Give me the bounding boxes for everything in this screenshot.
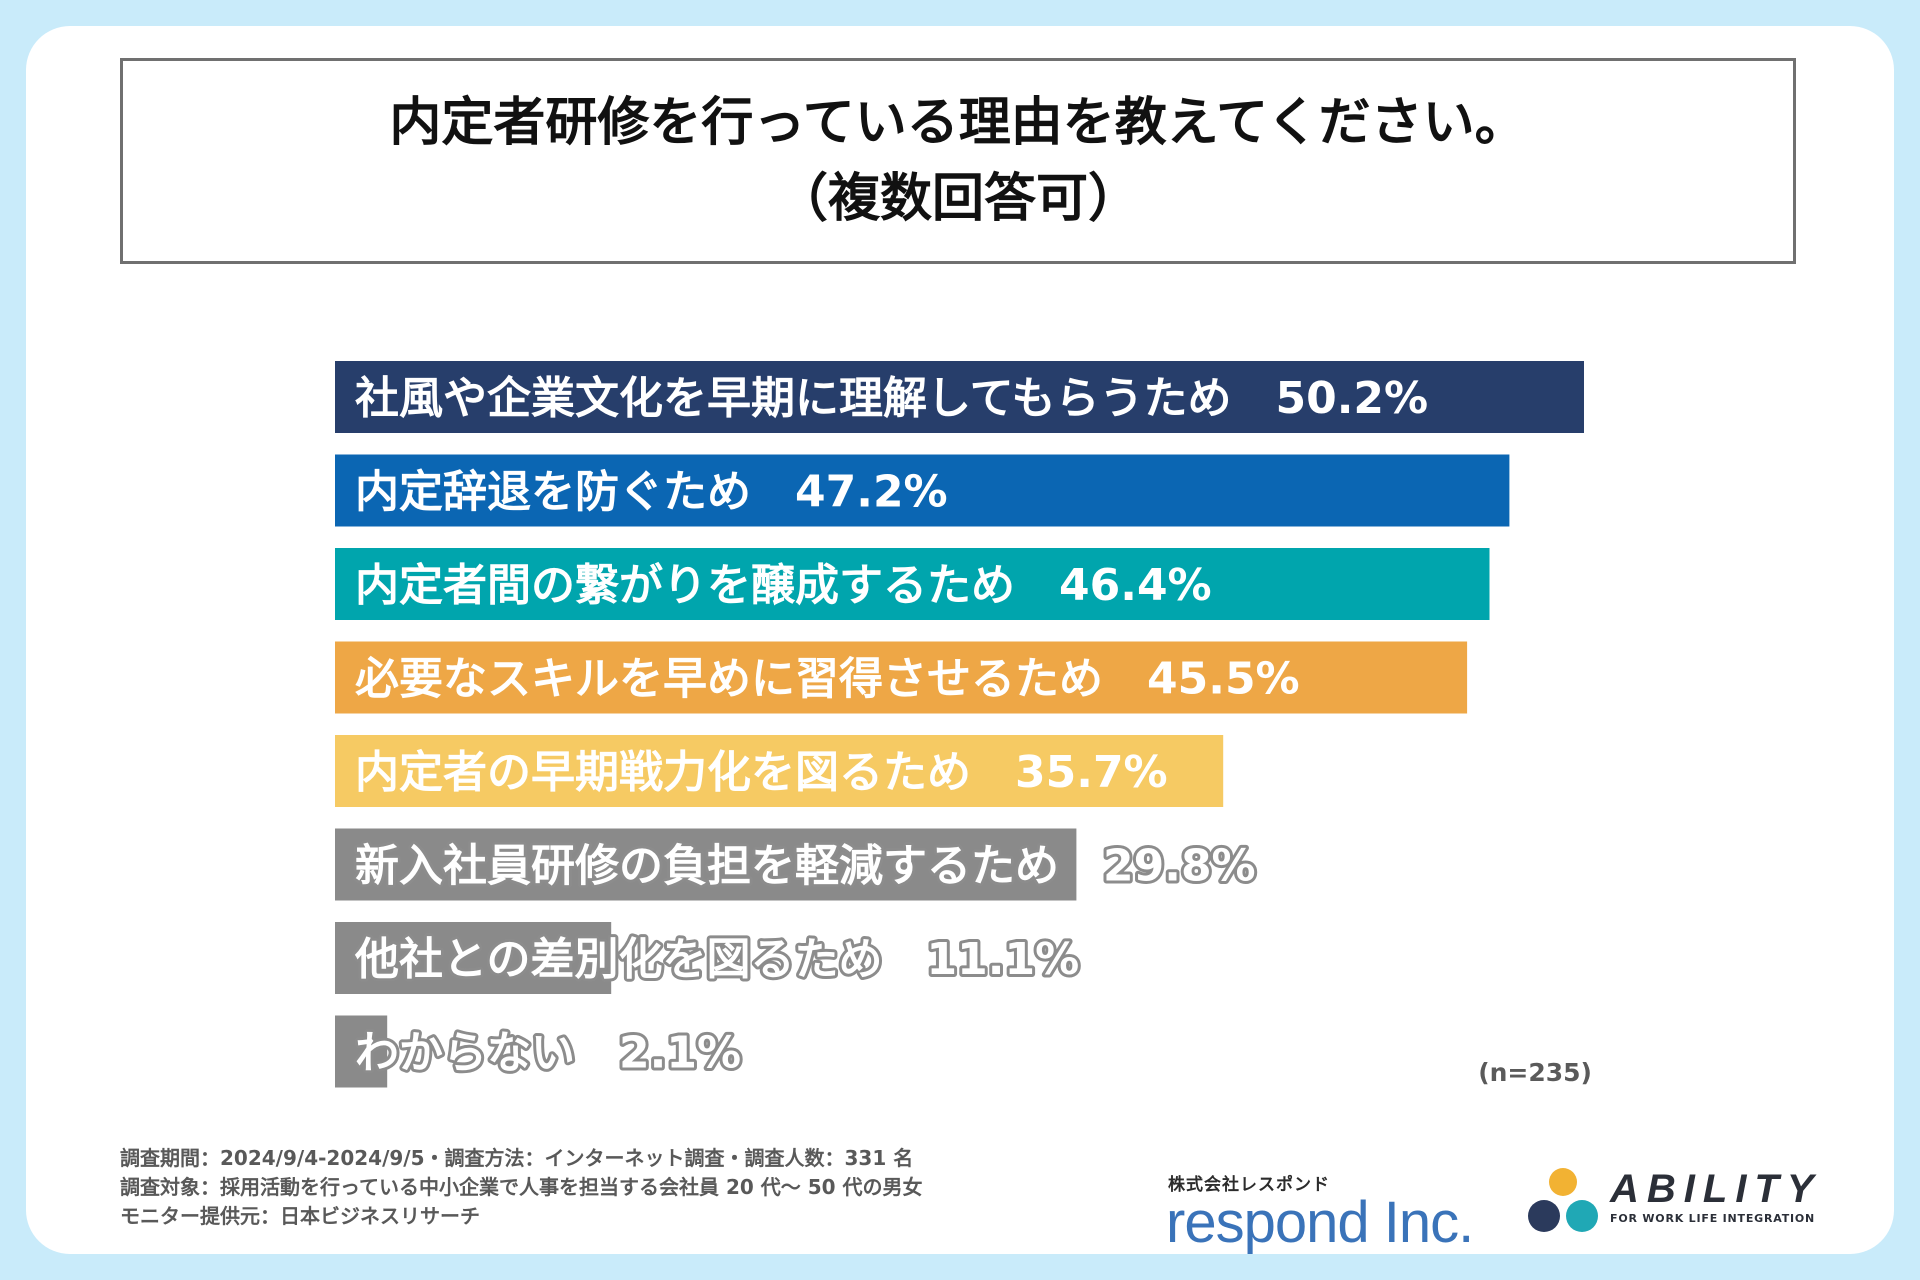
- respond-wordmark: respond Inc.: [1166, 1190, 1474, 1255]
- bar-label-2: 内定辞退を防ぐため 47.2%: [355, 467, 948, 518]
- bar-label-8: わからない 2.1%: [355, 1028, 741, 1079]
- ability-mark-circle-left: [1528, 1200, 1560, 1232]
- ability-logo-text: ABILITY FOR WORK LIFE INTEGRATION: [1610, 1168, 1822, 1225]
- footnote-period: 調査期間：2024/9/4-2024/9/5・調査方法：インターネット調査・調査…: [120, 1146, 914, 1170]
- survey-footnotes: 調査期間：2024/9/4-2024/9/5・調査方法：インターネット調査・調査…: [120, 1144, 923, 1231]
- bar-label-5: 内定者の早期戦力化を図るため 35.7%: [355, 747, 1168, 798]
- bar-4: [335, 641, 1468, 714]
- title-line-2: （複数回答可）: [775, 169, 1140, 229]
- bar-6: [335, 828, 1077, 901]
- bar-1: [335, 361, 1584, 433]
- bar-7: [335, 922, 612, 994]
- ability-mark-circle-right: [1566, 1200, 1598, 1232]
- bar-8: [335, 1015, 388, 1088]
- bar-2: [335, 454, 1510, 527]
- ability-mark-circle-top: [1549, 1168, 1577, 1196]
- bar-label-1: 社風や企業文化を早期に理解してもらうため 50.2%: [355, 373, 1428, 424]
- bar-label-6: 新入社員研修の負担を軽減するため 29.8%: [355, 841, 1256, 892]
- bar-5: [335, 735, 1224, 807]
- title-line-1: 内定者研修を行っている理由を教えてください。: [389, 93, 1527, 153]
- ability-logo-mark: [1528, 1168, 1598, 1232]
- sample-size-note: (n=235): [1478, 1058, 1592, 1087]
- respond-logo: 株式会社レスポンド respond Inc.: [1166, 1170, 1474, 1255]
- ability-wordmark: ABILITY: [1610, 1167, 1822, 1211]
- footnote-target: 調査対象：採用活動を行っている中小企業で人事を担当する会社員 20 代〜 50 …: [120, 1175, 923, 1199]
- bar-label-4: 必要なスキルを早めに習得させるため 45.5%: [355, 654, 1300, 705]
- bar-3: [335, 548, 1490, 620]
- ability-tagline: FOR WORK LIFE INTEGRATION: [1610, 1212, 1816, 1225]
- footnote-monitor: モニター提供元：日本ビジネスリサーチ: [120, 1204, 480, 1228]
- respond-company-name: 株式会社レスポンド: [1168, 1175, 1330, 1195]
- bar-label-3: 内定者間の繋がりを醸成するため 46.4%: [355, 560, 1212, 611]
- title-box: 内定者研修を行っている理由を教えてください。 （複数回答可）: [120, 58, 1796, 264]
- bar-label-7: 他社との差別化を図るため 11.1%: [354, 934, 1079, 985]
